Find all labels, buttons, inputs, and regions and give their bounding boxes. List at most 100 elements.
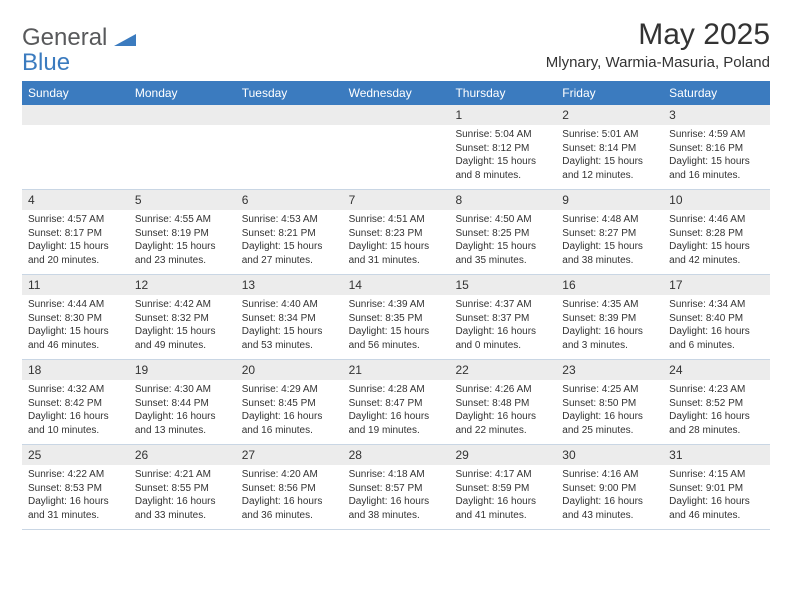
sunset-line: Sunset: 8:50 PM [562, 397, 657, 411]
day-details: Sunrise: 4:37 AMSunset: 8:37 PMDaylight:… [449, 295, 556, 356]
sunset-line: Sunset: 8:39 PM [562, 312, 657, 326]
sunrise-line: Sunrise: 4:22 AM [28, 468, 123, 482]
day-cell: 7Sunrise: 4:51 AMSunset: 8:23 PMDaylight… [343, 190, 450, 274]
logo-word1: General [22, 24, 107, 51]
daylight-line: Daylight: 15 hours and 16 minutes. [669, 155, 764, 182]
day-number: 7 [343, 190, 450, 210]
sunset-line: Sunset: 8:52 PM [669, 397, 764, 411]
daylight-line: Daylight: 16 hours and 31 minutes. [28, 495, 123, 522]
logo-word2: Blue [22, 49, 70, 76]
daylight-line: Daylight: 16 hours and 36 minutes. [242, 495, 337, 522]
empty-day-header [343, 105, 450, 125]
weekday-header: Tuesday [236, 81, 343, 105]
day-details: Sunrise: 4:17 AMSunset: 8:59 PMDaylight:… [449, 465, 556, 526]
day-cell: 9Sunrise: 4:48 AMSunset: 8:27 PMDaylight… [556, 190, 663, 274]
sunrise-line: Sunrise: 4:21 AM [135, 468, 230, 482]
daylight-line: Daylight: 16 hours and 33 minutes. [135, 495, 230, 522]
day-details: Sunrise: 4:18 AMSunset: 8:57 PMDaylight:… [343, 465, 450, 526]
logo-text-block: General Blue [22, 26, 136, 75]
title-block: May 2025 Mlynary, Warmia-Masuria, Poland [546, 18, 770, 71]
day-cell: 12Sunrise: 4:42 AMSunset: 8:32 PMDayligh… [129, 275, 236, 359]
sunset-line: Sunset: 8:57 PM [349, 482, 444, 496]
day-details: Sunrise: 4:16 AMSunset: 9:00 PMDaylight:… [556, 465, 663, 526]
day-cell [22, 105, 129, 189]
day-cell [236, 105, 343, 189]
day-details: Sunrise: 4:57 AMSunset: 8:17 PMDaylight:… [22, 210, 129, 271]
day-details: Sunrise: 4:15 AMSunset: 9:01 PMDaylight:… [663, 465, 770, 526]
day-cell: 15Sunrise: 4:37 AMSunset: 8:37 PMDayligh… [449, 275, 556, 359]
sunrise-line: Sunrise: 4:17 AM [455, 468, 550, 482]
daylight-line: Daylight: 16 hours and 46 minutes. [669, 495, 764, 522]
daylight-line: Daylight: 15 hours and 8 minutes. [455, 155, 550, 182]
sunrise-line: Sunrise: 4:37 AM [455, 298, 550, 312]
sunrise-line: Sunrise: 4:42 AM [135, 298, 230, 312]
day-cell: 20Sunrise: 4:29 AMSunset: 8:45 PMDayligh… [236, 360, 343, 444]
day-details: Sunrise: 4:26 AMSunset: 8:48 PMDaylight:… [449, 380, 556, 441]
month-title: May 2025 [546, 18, 770, 52]
day-number: 31 [663, 445, 770, 465]
weekday-header: Friday [556, 81, 663, 105]
day-cell: 4Sunrise: 4:57 AMSunset: 8:17 PMDaylight… [22, 190, 129, 274]
day-details: Sunrise: 4:44 AMSunset: 8:30 PMDaylight:… [22, 295, 129, 356]
calendar: SundayMondayTuesdayWednesdayThursdayFrid… [22, 81, 770, 530]
day-number: 3 [663, 105, 770, 125]
sunrise-line: Sunrise: 4:53 AM [242, 213, 337, 227]
sunset-line: Sunset: 8:56 PM [242, 482, 337, 496]
empty-day-header [22, 105, 129, 125]
sunrise-line: Sunrise: 4:35 AM [562, 298, 657, 312]
day-details: Sunrise: 4:21 AMSunset: 8:55 PMDaylight:… [129, 465, 236, 526]
sunset-line: Sunset: 8:45 PM [242, 397, 337, 411]
day-number: 23 [556, 360, 663, 380]
day-cell: 30Sunrise: 4:16 AMSunset: 9:00 PMDayligh… [556, 445, 663, 529]
daylight-line: Daylight: 15 hours and 31 minutes. [349, 240, 444, 267]
daylight-line: Daylight: 16 hours and 43 minutes. [562, 495, 657, 522]
sunset-line: Sunset: 8:48 PM [455, 397, 550, 411]
day-details: Sunrise: 4:28 AMSunset: 8:47 PMDaylight:… [343, 380, 450, 441]
day-cell: 21Sunrise: 4:28 AMSunset: 8:47 PMDayligh… [343, 360, 450, 444]
day-cell: 27Sunrise: 4:20 AMSunset: 8:56 PMDayligh… [236, 445, 343, 529]
day-cell [129, 105, 236, 189]
day-cell: 31Sunrise: 4:15 AMSunset: 9:01 PMDayligh… [663, 445, 770, 529]
daylight-line: Daylight: 16 hours and 10 minutes. [28, 410, 123, 437]
day-details: Sunrise: 4:53 AMSunset: 8:21 PMDaylight:… [236, 210, 343, 271]
sunrise-line: Sunrise: 4:30 AM [135, 383, 230, 397]
day-cell: 18Sunrise: 4:32 AMSunset: 8:42 PMDayligh… [22, 360, 129, 444]
sunset-line: Sunset: 8:28 PM [669, 227, 764, 241]
logo: General Blue [22, 26, 136, 75]
sunrise-line: Sunrise: 5:04 AM [455, 128, 550, 142]
day-number: 16 [556, 275, 663, 295]
weekday-header-row: SundayMondayTuesdayWednesdayThursdayFrid… [22, 81, 770, 105]
sunrise-line: Sunrise: 4:26 AM [455, 383, 550, 397]
day-number: 12 [129, 275, 236, 295]
week-row: 1Sunrise: 5:04 AMSunset: 8:12 PMDaylight… [22, 105, 770, 190]
day-number: 29 [449, 445, 556, 465]
sunset-line: Sunset: 8:37 PM [455, 312, 550, 326]
day-details: Sunrise: 4:48 AMSunset: 8:27 PMDaylight:… [556, 210, 663, 271]
sunset-line: Sunset: 8:23 PM [349, 227, 444, 241]
sunset-line: Sunset: 9:01 PM [669, 482, 764, 496]
sunset-line: Sunset: 8:40 PM [669, 312, 764, 326]
sunset-line: Sunset: 8:19 PM [135, 227, 230, 241]
sunrise-line: Sunrise: 4:44 AM [28, 298, 123, 312]
day-details: Sunrise: 5:04 AMSunset: 8:12 PMDaylight:… [449, 125, 556, 186]
day-number: 30 [556, 445, 663, 465]
day-cell [343, 105, 450, 189]
sunrise-line: Sunrise: 4:16 AM [562, 468, 657, 482]
sunset-line: Sunset: 8:12 PM [455, 142, 550, 156]
sunset-line: Sunset: 8:16 PM [669, 142, 764, 156]
day-number: 9 [556, 190, 663, 210]
sunrise-line: Sunrise: 4:18 AM [349, 468, 444, 482]
sunset-line: Sunset: 8:53 PM [28, 482, 123, 496]
day-details: Sunrise: 4:32 AMSunset: 8:42 PMDaylight:… [22, 380, 129, 441]
daylight-line: Daylight: 16 hours and 41 minutes. [455, 495, 550, 522]
sunrise-line: Sunrise: 4:15 AM [669, 468, 764, 482]
weeks-container: 1Sunrise: 5:04 AMSunset: 8:12 PMDaylight… [22, 105, 770, 530]
daylight-line: Daylight: 16 hours and 22 minutes. [455, 410, 550, 437]
week-row: 4Sunrise: 4:57 AMSunset: 8:17 PMDaylight… [22, 190, 770, 275]
daylight-line: Daylight: 16 hours and 38 minutes. [349, 495, 444, 522]
sunrise-line: Sunrise: 4:39 AM [349, 298, 444, 312]
daylight-line: Daylight: 16 hours and 6 minutes. [669, 325, 764, 352]
day-number: 2 [556, 105, 663, 125]
day-cell: 13Sunrise: 4:40 AMSunset: 8:34 PMDayligh… [236, 275, 343, 359]
daylight-line: Daylight: 15 hours and 53 minutes. [242, 325, 337, 352]
